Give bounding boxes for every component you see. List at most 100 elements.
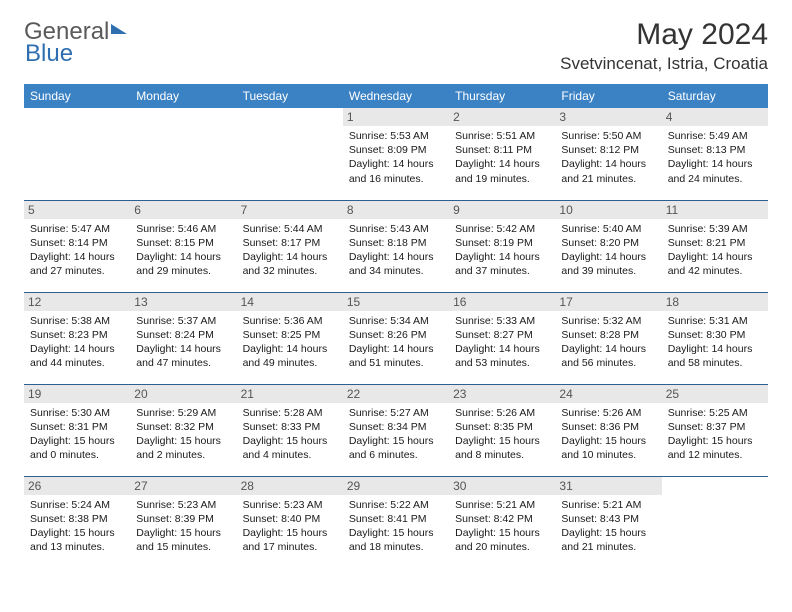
day-number: 15 bbox=[343, 293, 449, 311]
day-number: 7 bbox=[237, 201, 343, 219]
calendar-row: 19Sunrise: 5:30 AMSunset: 8:31 PMDayligh… bbox=[24, 384, 768, 476]
calendar-cell: 18 Sunrise: 5:31 AMSunset: 8:30 PMDayligh… bbox=[662, 292, 768, 384]
day-detail: Sunrise: 5:33 AMSunset: 8:27 PMDaylight:… bbox=[455, 314, 549, 371]
calendar-cell bbox=[130, 108, 236, 200]
day-number: 27 bbox=[130, 477, 236, 495]
calendar-cell: 4Sunrise: 5:49 AMSunset: 8:13 PMDaylight… bbox=[662, 108, 768, 200]
day-number: 14 bbox=[237, 293, 343, 311]
day-detail: Sunrise: 5:40 AMSunset: 8:20 PMDaylight:… bbox=[561, 222, 655, 279]
day-detail: Sunrise: 5:27 AMSunset: 8:34 PMDaylight:… bbox=[349, 406, 443, 463]
calendar-cell: 27Sunrise: 5:23 AMSunset: 8:39 PMDayligh… bbox=[130, 476, 236, 568]
day-detail: Sunrise: 5:46 AMSunset: 8:15 PMDaylight:… bbox=[136, 222, 230, 279]
day-detail: Sunrise: 5:25 AMSunset: 8:37 PMDaylight:… bbox=[668, 406, 762, 463]
weekday-header: Tuesday bbox=[237, 84, 343, 108]
day-number: 23 bbox=[449, 385, 555, 403]
day-number: 20 bbox=[130, 385, 236, 403]
calendar-cell bbox=[24, 108, 130, 200]
calendar-cell: 30 Sunrise: 5:21 AMSunset: 8:42 PMDayligh… bbox=[449, 476, 555, 568]
day-number: 4 bbox=[662, 108, 768, 126]
day-number: 26 bbox=[24, 477, 130, 495]
header: GeneralBlue May 2024 Svetvincenat, Istri… bbox=[24, 18, 768, 74]
day-number: 29 bbox=[343, 477, 449, 495]
calendar-cell: 13 Sunrise: 5:37 AMSunset: 8:24 PMDayligh… bbox=[130, 292, 236, 384]
day-number: 12 bbox=[24, 293, 130, 311]
weekday-row: SundayMondayTuesdayWednesdayThursdayFrid… bbox=[24, 84, 768, 108]
calendar-row: 5Sunrise: 5:47 AMSunset: 8:14 PMDaylight… bbox=[24, 200, 768, 292]
calendar-cell bbox=[662, 476, 768, 568]
brand-logo: GeneralBlue bbox=[24, 18, 127, 68]
day-number: 9 bbox=[449, 201, 555, 219]
day-number: 31 bbox=[555, 477, 661, 495]
day-detail: Sunrise: 5:47 AMSunset: 8:14 PMDaylight:… bbox=[30, 222, 124, 279]
page: GeneralBlue May 2024 Svetvincenat, Istri… bbox=[0, 0, 792, 586]
day-number: 22 bbox=[343, 385, 449, 403]
weekday-header: Saturday bbox=[662, 84, 768, 108]
calendar-cell: 20Sunrise: 5:29 AMSunset: 8:32 PMDayligh… bbox=[130, 384, 236, 476]
day-number: 6 bbox=[130, 201, 236, 219]
calendar-cell: 14 Sunrise: 5:36 AMSunset: 8:25 PMDayligh… bbox=[237, 292, 343, 384]
day-number: 21 bbox=[237, 385, 343, 403]
calendar-cell: 21Sunrise: 5:28 AMSunset: 8:33 PMDayligh… bbox=[237, 384, 343, 476]
calendar-row: 26Sunrise: 5:24 AMSunset: 8:38 PMDayligh… bbox=[24, 476, 768, 568]
day-number: 2 bbox=[449, 108, 555, 126]
calendar-cell: 15 Sunrise: 5:34 AMSunset: 8:26 PMDayligh… bbox=[343, 292, 449, 384]
day-number: 24 bbox=[555, 385, 661, 403]
weekday-header: Monday bbox=[130, 84, 236, 108]
day-detail: Sunrise: 5:21 AMSunset: 8:43 PMDaylight:… bbox=[561, 498, 655, 555]
day-number: 18 bbox=[662, 293, 768, 311]
day-detail: Sunrise: 5:50 AMSunset: 8:12 PMDaylight:… bbox=[561, 129, 655, 186]
day-number: 30 bbox=[449, 477, 555, 495]
day-detail: Sunrise: 5:21 AMSunset: 8:42 PMDaylight:… bbox=[455, 498, 549, 555]
day-number: 25 bbox=[662, 385, 768, 403]
calendar-cell: 3Sunrise: 5:50 AMSunset: 8:12 PMDaylight… bbox=[555, 108, 661, 200]
day-detail: Sunrise: 5:26 AMSunset: 8:36 PMDaylight:… bbox=[561, 406, 655, 463]
calendar-cell: 2 Sunrise: 5:51 AMSunset: 8:11 PMDaylight… bbox=[449, 108, 555, 200]
calendar-cell: 6 Sunrise: 5:46 AMSunset: 8:15 PMDaylight… bbox=[130, 200, 236, 292]
calendar-cell: 29Sunrise: 5:22 AMSunset: 8:41 PMDayligh… bbox=[343, 476, 449, 568]
calendar-cell: 28 Sunrise: 5:23 AMSunset: 8:40 PMDayligh… bbox=[237, 476, 343, 568]
calendar-cell: 23 Sunrise: 5:26 AMSunset: 8:35 PMDayligh… bbox=[449, 384, 555, 476]
day-number: 16 bbox=[449, 293, 555, 311]
day-detail: Sunrise: 5:31 AMSunset: 8:30 PMDaylight:… bbox=[668, 314, 762, 371]
weekday-header: Wednesday bbox=[343, 84, 449, 108]
calendar-cell: 10 Sunrise: 5:40 AMSunset: 8:20 PMDayligh… bbox=[555, 200, 661, 292]
weekday-header: Friday bbox=[555, 84, 661, 108]
calendar-cell: 24 Sunrise: 5:26 AMSunset: 8:36 PMDayligh… bbox=[555, 384, 661, 476]
day-number: 1 bbox=[343, 108, 449, 126]
day-number: 28 bbox=[237, 477, 343, 495]
location: Svetvincenat, Istria, Croatia bbox=[560, 54, 768, 74]
day-number: 11 bbox=[662, 201, 768, 219]
day-detail: Sunrise: 5:32 AMSunset: 8:28 PMDaylight:… bbox=[561, 314, 655, 371]
calendar-cell: 17Sunrise: 5:32 AMSunset: 8:28 PMDayligh… bbox=[555, 292, 661, 384]
day-detail: Sunrise: 5:23 AMSunset: 8:40 PMDaylight:… bbox=[243, 498, 337, 555]
calendar-cell: 25 Sunrise: 5:25 AMSunset: 8:37 PMDayligh… bbox=[662, 384, 768, 476]
day-number: 19 bbox=[24, 385, 130, 403]
calendar-row: 1Sunrise: 5:53 AMSunset: 8:09 PMDaylight… bbox=[24, 108, 768, 200]
calendar-cell: 12 Sunrise: 5:38 AMSunset: 8:23 PMDayligh… bbox=[24, 292, 130, 384]
day-detail: Sunrise: 5:39 AMSunset: 8:21 PMDaylight:… bbox=[668, 222, 762, 279]
weekday-header: Sunday bbox=[24, 84, 130, 108]
title-block: May 2024 Svetvincenat, Istria, Croatia bbox=[560, 18, 768, 74]
month-title: May 2024 bbox=[560, 18, 768, 52]
calendar-table: SundayMondayTuesdayWednesdayThursdayFrid… bbox=[24, 84, 768, 568]
day-detail: Sunrise: 5:42 AMSunset: 8:19 PMDaylight:… bbox=[455, 222, 549, 279]
day-detail: Sunrise: 5:51 AMSunset: 8:11 PMDaylight:… bbox=[455, 129, 549, 186]
calendar-cell bbox=[237, 108, 343, 200]
calendar-body: 1Sunrise: 5:53 AMSunset: 8:09 PMDaylight… bbox=[24, 108, 768, 568]
calendar-cell: 31 Sunrise: 5:21 AMSunset: 8:43 PMDayligh… bbox=[555, 476, 661, 568]
day-detail: Sunrise: 5:26 AMSunset: 8:35 PMDaylight:… bbox=[455, 406, 549, 463]
day-detail: Sunrise: 5:36 AMSunset: 8:25 PMDaylight:… bbox=[243, 314, 337, 371]
day-number: 13 bbox=[130, 293, 236, 311]
day-detail: Sunrise: 5:43 AMSunset: 8:18 PMDaylight:… bbox=[349, 222, 443, 279]
day-detail: Sunrise: 5:37 AMSunset: 8:24 PMDaylight:… bbox=[136, 314, 230, 371]
day-detail: Sunrise: 5:38 AMSunset: 8:23 PMDaylight:… bbox=[30, 314, 124, 371]
calendar-cell: 19Sunrise: 5:30 AMSunset: 8:31 PMDayligh… bbox=[24, 384, 130, 476]
brand-mark-icon bbox=[111, 24, 127, 34]
calendar-row: 12 Sunrise: 5:38 AMSunset: 8:23 PMDayligh… bbox=[24, 292, 768, 384]
day-detail: Sunrise: 5:44 AMSunset: 8:17 PMDaylight:… bbox=[243, 222, 337, 279]
day-number: 10 bbox=[555, 201, 661, 219]
day-detail: Sunrise: 5:34 AMSunset: 8:26 PMDaylight:… bbox=[349, 314, 443, 371]
calendar-cell: 8 Sunrise: 5:43 AMSunset: 8:18 PMDaylight… bbox=[343, 200, 449, 292]
calendar-cell: 9 Sunrise: 5:42 AMSunset: 8:19 PMDaylight… bbox=[449, 200, 555, 292]
day-number: 8 bbox=[343, 201, 449, 219]
